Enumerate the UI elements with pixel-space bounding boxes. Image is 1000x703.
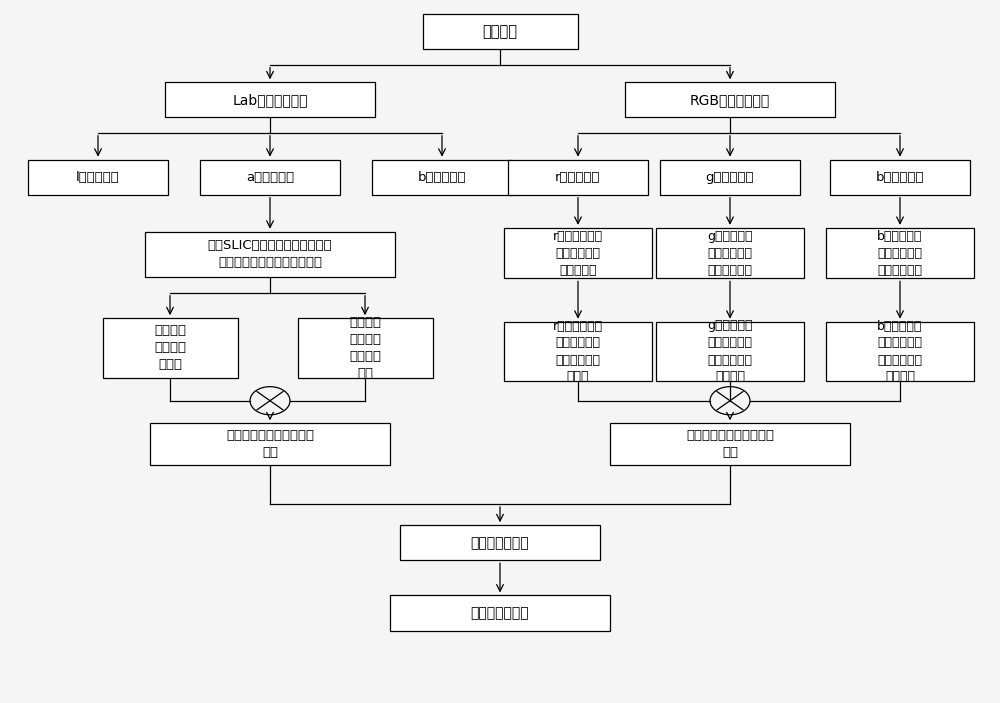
FancyBboxPatch shape <box>508 160 648 195</box>
Text: g色彩分量图: g色彩分量图 <box>706 171 754 183</box>
FancyBboxPatch shape <box>625 82 835 117</box>
FancyBboxPatch shape <box>150 423 390 465</box>
Text: r色彩分量图: r色彩分量图 <box>555 171 601 183</box>
Text: l色彩分量图: l色彩分量图 <box>76 171 120 183</box>
Text: 计算每个像素的颜色显著
性值: 计算每个像素的颜色显著 性值 <box>226 430 314 459</box>
Text: r色彩分量图上
局部矩形区域
的纹理空间分
布特性: r色彩分量图上 局部矩形区域 的纹理空间分 布特性 <box>553 319 603 384</box>
Text: b色彩分量图: b色彩分量图 <box>876 171 924 183</box>
Text: g色彩分量图
上局部矩形区
域的纹理特征: g色彩分量图 上局部矩形区 域的纹理特征 <box>707 230 753 276</box>
FancyBboxPatch shape <box>400 525 600 560</box>
FancyBboxPatch shape <box>422 14 578 49</box>
FancyBboxPatch shape <box>504 228 652 278</box>
Text: RGB空间色彩变换: RGB空间色彩变换 <box>690 93 770 107</box>
Text: g色彩分量图
上局部矩形区
域的纹理空间
分布特性: g色彩分量图 上局部矩形区 域的纹理空间 分布特性 <box>707 319 753 384</box>
FancyBboxPatch shape <box>826 322 974 381</box>
Text: a色彩分量图: a色彩分量图 <box>246 171 294 183</box>
Text: b色彩分量图: b色彩分量图 <box>418 171 466 183</box>
Text: 超像素区
域的颜色
独特性: 超像素区 域的颜色 独特性 <box>154 325 186 371</box>
FancyBboxPatch shape <box>200 160 340 195</box>
FancyBboxPatch shape <box>28 160 168 195</box>
FancyBboxPatch shape <box>830 160 970 195</box>
FancyBboxPatch shape <box>165 82 375 117</box>
Text: Lab空间色彩变换: Lab空间色彩变换 <box>232 93 308 107</box>
FancyBboxPatch shape <box>103 318 238 378</box>
FancyBboxPatch shape <box>610 423 850 465</box>
FancyBboxPatch shape <box>504 322 652 381</box>
FancyBboxPatch shape <box>298 318 432 378</box>
Text: r色彩分量图上
局部矩形区域
的纹理特征: r色彩分量图上 局部矩形区域 的纹理特征 <box>553 230 603 276</box>
FancyBboxPatch shape <box>660 160 800 195</box>
FancyBboxPatch shape <box>145 231 395 277</box>
Text: 采用SLIC超像素聚类方法提取超
像素区域，并计算其颜色特征: 采用SLIC超像素聚类方法提取超 像素区域，并计算其颜色特征 <box>208 240 332 269</box>
FancyBboxPatch shape <box>826 228 974 278</box>
Text: 计算每个像素的纹理显著
性值: 计算每个像素的纹理显著 性值 <box>686 430 774 459</box>
FancyBboxPatch shape <box>656 228 804 278</box>
Text: b色彩分量图
上局部矩形区
域的纹理特征: b色彩分量图 上局部矩形区 域的纹理特征 <box>877 230 923 276</box>
Text: 超像素区
域的颜色
空间分布
特性: 超像素区 域的颜色 空间分布 特性 <box>349 316 381 380</box>
FancyBboxPatch shape <box>372 160 512 195</box>
FancyBboxPatch shape <box>656 322 804 381</box>
Text: b色彩分量图
上局部矩形区
域的纹理空间
分布特性: b色彩分量图 上局部矩形区 域的纹理空间 分布特性 <box>877 319 923 384</box>
FancyBboxPatch shape <box>390 595 610 631</box>
Text: 输入图像: 输入图像 <box>482 24 518 39</box>
Text: 二次非线性融合: 二次非线性融合 <box>471 536 529 550</box>
Text: 最终显著性图像: 最终显著性图像 <box>471 606 529 620</box>
